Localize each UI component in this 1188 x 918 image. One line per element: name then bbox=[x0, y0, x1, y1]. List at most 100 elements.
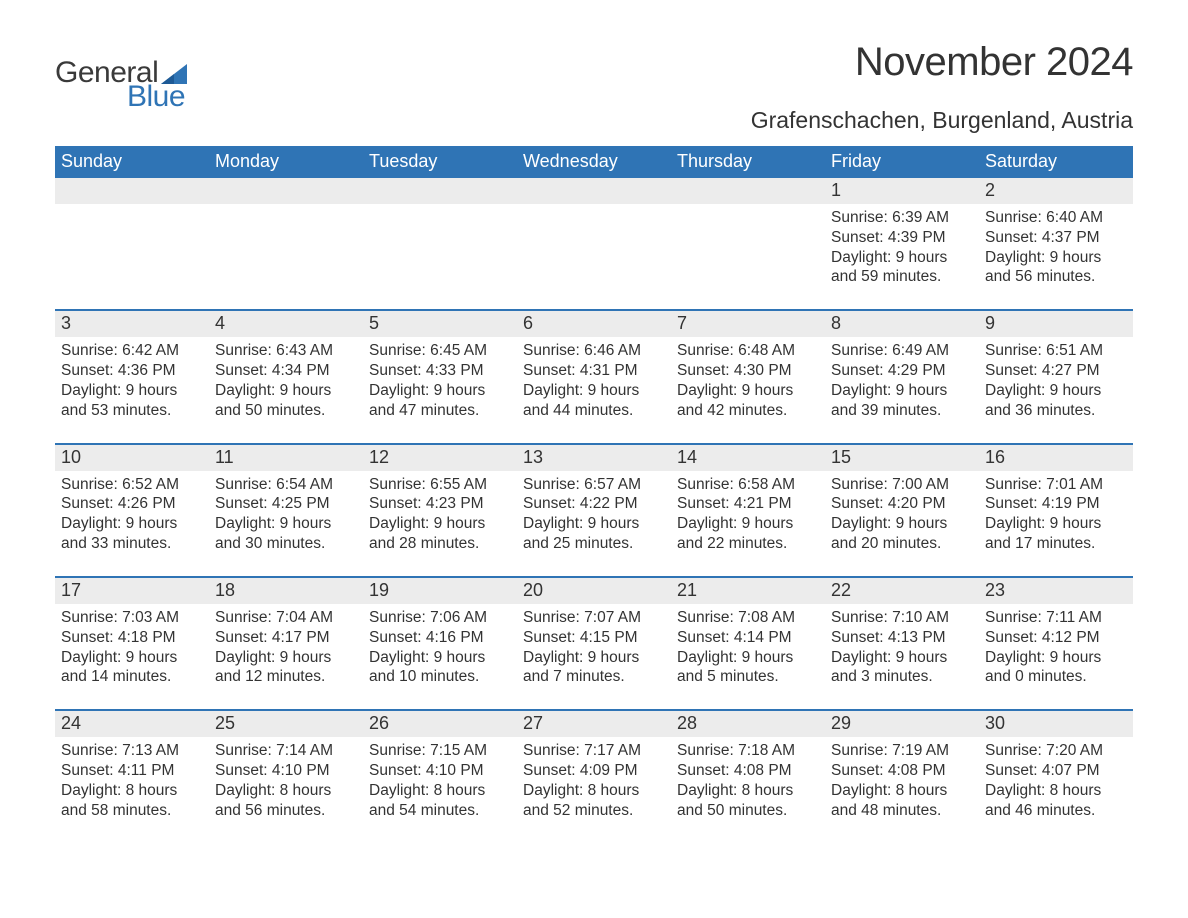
sunset-text: Sunset: 4:25 PM bbox=[215, 494, 357, 514]
sunset-text: Sunset: 4:08 PM bbox=[831, 761, 973, 781]
day-number: 4 bbox=[209, 311, 363, 337]
daylight-text: Daylight: 8 hours and 50 minutes. bbox=[677, 781, 819, 821]
day-number: 16 bbox=[979, 445, 1133, 471]
sunset-text: Sunset: 4:13 PM bbox=[831, 628, 973, 648]
weekday-sunday: Sunday bbox=[55, 146, 209, 178]
daynum-row: 24252627282930 bbox=[55, 711, 1133, 737]
daylight-text: Daylight: 9 hours and 42 minutes. bbox=[677, 381, 819, 421]
sunrise-text: Sunrise: 6:54 AM bbox=[215, 475, 357, 495]
sunset-text: Sunset: 4:20 PM bbox=[831, 494, 973, 514]
day-number: 30 bbox=[979, 711, 1133, 737]
weeks-container: 12Sunrise: 6:39 AMSunset: 4:39 PMDayligh… bbox=[55, 178, 1133, 843]
sunset-text: Sunset: 4:11 PM bbox=[61, 761, 203, 781]
daylight-text: Daylight: 9 hours and 14 minutes. bbox=[61, 648, 203, 688]
day-cell: Sunrise: 6:55 AMSunset: 4:23 PMDaylight:… bbox=[363, 471, 517, 576]
details-row: Sunrise: 7:03 AMSunset: 4:18 PMDaylight:… bbox=[55, 604, 1133, 709]
sunrise-text: Sunrise: 7:07 AM bbox=[523, 608, 665, 628]
daylight-text: Daylight: 9 hours and 33 minutes. bbox=[61, 514, 203, 554]
sunset-text: Sunset: 4:26 PM bbox=[61, 494, 203, 514]
sunset-text: Sunset: 4:37 PM bbox=[985, 228, 1127, 248]
sunset-text: Sunset: 4:34 PM bbox=[215, 361, 357, 381]
day-number: 24 bbox=[55, 711, 209, 737]
day-cell: Sunrise: 6:43 AMSunset: 4:34 PMDaylight:… bbox=[209, 337, 363, 442]
daylight-text: Daylight: 8 hours and 52 minutes. bbox=[523, 781, 665, 821]
day-number: 11 bbox=[209, 445, 363, 471]
day-cell: Sunrise: 6:46 AMSunset: 4:31 PMDaylight:… bbox=[517, 337, 671, 442]
day-number: 27 bbox=[517, 711, 671, 737]
day-cell: Sunrise: 6:45 AMSunset: 4:33 PMDaylight:… bbox=[363, 337, 517, 442]
day-number: 14 bbox=[671, 445, 825, 471]
sunrise-text: Sunrise: 7:11 AM bbox=[985, 608, 1127, 628]
day-number bbox=[517, 178, 671, 204]
day-cell bbox=[671, 204, 825, 309]
sunrise-text: Sunrise: 6:58 AM bbox=[677, 475, 819, 495]
calendar-week: 12Sunrise: 6:39 AMSunset: 4:39 PMDayligh… bbox=[55, 178, 1133, 309]
day-cell: Sunrise: 7:00 AMSunset: 4:20 PMDaylight:… bbox=[825, 471, 979, 576]
sunrise-text: Sunrise: 7:20 AM bbox=[985, 741, 1127, 761]
day-number: 2 bbox=[979, 178, 1133, 204]
day-cell: Sunrise: 7:10 AMSunset: 4:13 PMDaylight:… bbox=[825, 604, 979, 709]
daylight-text: Daylight: 9 hours and 20 minutes. bbox=[831, 514, 973, 554]
sunset-text: Sunset: 4:07 PM bbox=[985, 761, 1127, 781]
day-number: 19 bbox=[363, 578, 517, 604]
day-cell: Sunrise: 7:06 AMSunset: 4:16 PMDaylight:… bbox=[363, 604, 517, 709]
sunset-text: Sunset: 4:36 PM bbox=[61, 361, 203, 381]
day-number: 8 bbox=[825, 311, 979, 337]
sunrise-text: Sunrise: 6:57 AM bbox=[523, 475, 665, 495]
daylight-text: Daylight: 9 hours and 0 minutes. bbox=[985, 648, 1127, 688]
sunset-text: Sunset: 4:22 PM bbox=[523, 494, 665, 514]
day-cell: Sunrise: 6:58 AMSunset: 4:21 PMDaylight:… bbox=[671, 471, 825, 576]
sunset-text: Sunset: 4:12 PM bbox=[985, 628, 1127, 648]
sunrise-text: Sunrise: 6:49 AM bbox=[831, 341, 973, 361]
daylight-text: Daylight: 9 hours and 53 minutes. bbox=[61, 381, 203, 421]
day-number: 10 bbox=[55, 445, 209, 471]
header: General Blue November 2024 Grafenschache… bbox=[55, 40, 1133, 134]
sunrise-text: Sunrise: 7:18 AM bbox=[677, 741, 819, 761]
daylight-text: Daylight: 9 hours and 10 minutes. bbox=[369, 648, 511, 688]
day-cell: Sunrise: 7:01 AMSunset: 4:19 PMDaylight:… bbox=[979, 471, 1133, 576]
sunrise-text: Sunrise: 6:52 AM bbox=[61, 475, 203, 495]
day-number bbox=[363, 178, 517, 204]
day-number: 21 bbox=[671, 578, 825, 604]
sunrise-text: Sunrise: 7:06 AM bbox=[369, 608, 511, 628]
day-number: 20 bbox=[517, 578, 671, 604]
day-number: 15 bbox=[825, 445, 979, 471]
day-cell: Sunrise: 7:13 AMSunset: 4:11 PMDaylight:… bbox=[55, 737, 209, 842]
weekday-header-row: Sunday Monday Tuesday Wednesday Thursday… bbox=[55, 146, 1133, 178]
sunset-text: Sunset: 4:09 PM bbox=[523, 761, 665, 781]
daylight-text: Daylight: 9 hours and 5 minutes. bbox=[677, 648, 819, 688]
details-row: Sunrise: 6:52 AMSunset: 4:26 PMDaylight:… bbox=[55, 471, 1133, 576]
day-cell bbox=[209, 204, 363, 309]
sunrise-text: Sunrise: 7:00 AM bbox=[831, 475, 973, 495]
day-number: 3 bbox=[55, 311, 209, 337]
day-cell: Sunrise: 7:17 AMSunset: 4:09 PMDaylight:… bbox=[517, 737, 671, 842]
day-cell: Sunrise: 7:11 AMSunset: 4:12 PMDaylight:… bbox=[979, 604, 1133, 709]
daylight-text: Daylight: 9 hours and 28 minutes. bbox=[369, 514, 511, 554]
sunset-text: Sunset: 4:14 PM bbox=[677, 628, 819, 648]
calendar-week: 17181920212223Sunrise: 7:03 AMSunset: 4:… bbox=[55, 576, 1133, 709]
day-number bbox=[671, 178, 825, 204]
sunrise-text: Sunrise: 7:08 AM bbox=[677, 608, 819, 628]
daynum-row: 17181920212223 bbox=[55, 578, 1133, 604]
sunset-text: Sunset: 4:33 PM bbox=[369, 361, 511, 381]
day-cell: Sunrise: 7:08 AMSunset: 4:14 PMDaylight:… bbox=[671, 604, 825, 709]
day-number: 23 bbox=[979, 578, 1133, 604]
day-cell: Sunrise: 7:15 AMSunset: 4:10 PMDaylight:… bbox=[363, 737, 517, 842]
day-cell: Sunrise: 6:52 AMSunset: 4:26 PMDaylight:… bbox=[55, 471, 209, 576]
day-cell: Sunrise: 6:51 AMSunset: 4:27 PMDaylight:… bbox=[979, 337, 1133, 442]
sunset-text: Sunset: 4:29 PM bbox=[831, 361, 973, 381]
sunrise-text: Sunrise: 6:48 AM bbox=[677, 341, 819, 361]
day-cell: Sunrise: 6:40 AMSunset: 4:37 PMDaylight:… bbox=[979, 204, 1133, 309]
details-row: Sunrise: 7:13 AMSunset: 4:11 PMDaylight:… bbox=[55, 737, 1133, 842]
day-cell: Sunrise: 6:54 AMSunset: 4:25 PMDaylight:… bbox=[209, 471, 363, 576]
details-row: Sunrise: 6:39 AMSunset: 4:39 PMDaylight:… bbox=[55, 204, 1133, 309]
day-number: 1 bbox=[825, 178, 979, 204]
sunrise-text: Sunrise: 7:17 AM bbox=[523, 741, 665, 761]
day-cell: Sunrise: 7:03 AMSunset: 4:18 PMDaylight:… bbox=[55, 604, 209, 709]
calendar-week: 3456789Sunrise: 6:42 AMSunset: 4:36 PMDa… bbox=[55, 309, 1133, 442]
sunset-text: Sunset: 4:27 PM bbox=[985, 361, 1127, 381]
daylight-text: Daylight: 9 hours and 12 minutes. bbox=[215, 648, 357, 688]
title-block: November 2024 Grafenschachen, Burgenland… bbox=[751, 40, 1133, 134]
sunset-text: Sunset: 4:15 PM bbox=[523, 628, 665, 648]
daylight-text: Daylight: 9 hours and 50 minutes. bbox=[215, 381, 357, 421]
